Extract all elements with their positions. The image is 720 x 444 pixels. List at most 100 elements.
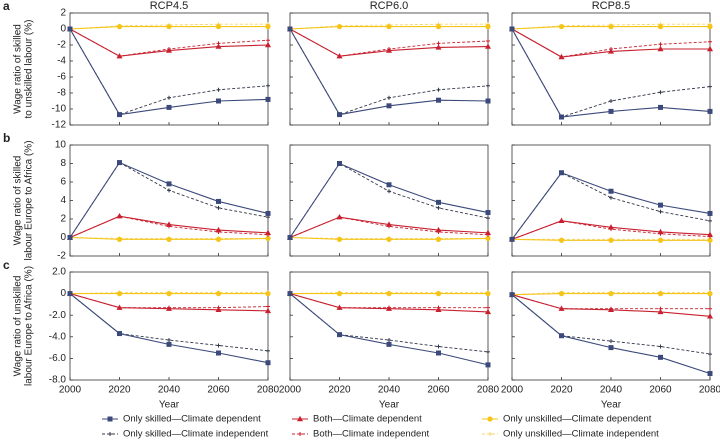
marker: [216, 198, 221, 204]
marker: [435, 226, 442, 233]
marker: [265, 360, 271, 366]
series-line: [289, 23, 488, 30]
series: [288, 27, 490, 117]
marker: [657, 291, 664, 297]
plot-frame: [69, 271, 269, 381]
marker: [166, 181, 172, 187]
marker: [436, 344, 441, 349]
x-tick-label: 2000: [59, 385, 82, 396]
marker: [608, 306, 614, 312]
marker: [167, 338, 171, 343]
marker: [486, 39, 490, 43]
series: [68, 27, 270, 117]
series-line: [289, 292, 488, 295]
panel-letter: b: [3, 131, 10, 145]
legend-label: Both—Climate dependent: [313, 414, 422, 425]
marker: [435, 306, 442, 312]
marker: [485, 291, 491, 297]
panel-letter: a: [3, 0, 10, 13]
series-line: [289, 237, 488, 239]
marker: [67, 291, 73, 297]
marker: [265, 41, 271, 48]
marker: [216, 343, 221, 348]
marker: [166, 305, 172, 311]
marker: [658, 209, 663, 214]
y-tick-label: 0: [60, 288, 66, 299]
series: [509, 291, 713, 298]
y-tick-label: -2.0: [49, 310, 67, 321]
marker: [658, 202, 663, 208]
y-tick-label: -4.0: [49, 331, 67, 342]
marker: [386, 47, 392, 53]
series-line: [289, 28, 489, 116]
marker: [657, 45, 664, 52]
marker: [265, 229, 271, 236]
marker: [608, 188, 614, 194]
marker: [485, 210, 491, 216]
marker: [708, 84, 712, 89]
marker: [266, 83, 270, 88]
plot-frame: [511, 12, 711, 126]
x-tick-label: 2060: [207, 385, 230, 396]
marker: [509, 236, 515, 242]
legend-label: Only skilled—Climate dependent: [123, 414, 261, 425]
series: [509, 292, 713, 377]
marker: [215, 226, 222, 233]
marker: [608, 345, 614, 351]
marker: [707, 291, 713, 297]
marker: [387, 189, 391, 194]
series: [287, 26, 491, 118]
marker: [558, 305, 565, 311]
series-line: [511, 294, 711, 375]
series-line: [69, 23, 268, 30]
series: [287, 25, 491, 59]
marker: [116, 213, 123, 219]
legend-marker: [298, 432, 302, 436]
series-line: [511, 28, 711, 118]
series: [287, 24, 491, 32]
series-line: [69, 292, 268, 295]
x-tick-label: 2060: [427, 385, 450, 396]
series: [510, 27, 712, 59]
series-line: [69, 237, 268, 239]
marker: [166, 236, 172, 242]
panel-title: RCP4.5: [150, 0, 189, 12]
y-tick-label: 8: [60, 158, 66, 169]
series: [509, 170, 713, 242]
legend-marker: [108, 432, 112, 436]
marker: [265, 210, 271, 216]
marker: [707, 45, 713, 52]
marker: [265, 96, 271, 102]
y-tick-label: 0: [60, 232, 66, 243]
marker: [559, 333, 564, 339]
marker: [657, 237, 664, 243]
series: [288, 27, 490, 59]
marker: [386, 221, 392, 227]
marker: [608, 237, 614, 243]
panel-title: RCP8.5: [592, 0, 631, 12]
marker: [609, 99, 613, 103]
marker: [708, 306, 712, 311]
marker: [485, 98, 491, 104]
marker: [609, 339, 613, 344]
marker: [216, 87, 221, 92]
x-tick-label: 2040: [158, 385, 181, 396]
marker: [657, 228, 664, 235]
marker: [386, 305, 392, 311]
series: [67, 26, 271, 118]
legend-label: Only unskilled—Climate dependent: [503, 414, 652, 425]
marker: [336, 291, 343, 297]
marker: [337, 161, 342, 166]
marker: [265, 24, 271, 30]
marker: [608, 108, 614, 114]
marker: [485, 43, 491, 49]
y-tick-label: -4: [57, 56, 66, 67]
marker: [266, 38, 270, 43]
marker: [658, 90, 663, 95]
marker: [215, 236, 222, 242]
y-tick-label: -2: [57, 251, 66, 262]
series: [67, 160, 271, 240]
legend-marker: [487, 416, 493, 422]
marker: [167, 188, 171, 193]
marker: [608, 291, 614, 297]
